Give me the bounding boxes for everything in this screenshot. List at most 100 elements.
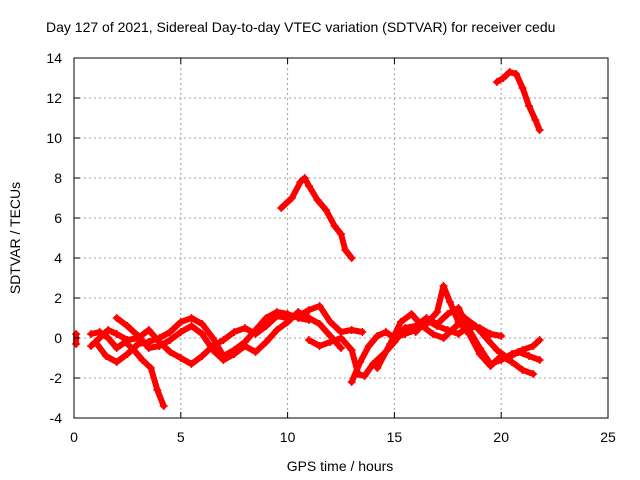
plus-marker (304, 182, 313, 190)
plus-marker (198, 330, 207, 338)
plus-marker (112, 314, 121, 322)
plus-marker (369, 360, 378, 368)
plus-marker (386, 340, 395, 348)
series-layer (72, 68, 544, 410)
plus-marker (475, 324, 484, 332)
plus-marker (439, 334, 448, 342)
plus-marker (240, 324, 249, 332)
series-trace-j (493, 69, 543, 133)
plus-marker (208, 334, 217, 342)
plus-marker (347, 346, 356, 354)
plus-marker (272, 312, 281, 320)
plus-marker (454, 304, 463, 312)
x-tick-label: 25 (600, 429, 616, 445)
plus-marker (112, 344, 121, 352)
plus-marker (176, 354, 185, 362)
plus-marker (166, 336, 175, 344)
plus-marker (123, 350, 132, 358)
plus-marker (166, 328, 175, 336)
plus-marker (272, 326, 281, 334)
plus-marker (296, 178, 305, 186)
plus-marker (482, 334, 491, 342)
plus-marker (144, 326, 153, 334)
y-tick-label: 4 (54, 250, 62, 266)
plus-marker (492, 346, 501, 354)
y-tick-labels: -4 -2 0 2 4 6 8 10 12 14 (46, 50, 62, 426)
plus-marker (514, 348, 523, 356)
plus-marker (304, 306, 313, 314)
plus-marker (153, 386, 162, 394)
plus-marker (505, 68, 514, 76)
plus-marker (337, 334, 345, 342)
plus-marker (300, 174, 309, 182)
plus-marker (347, 254, 356, 262)
plus-marker (123, 322, 132, 330)
plus-marker (87, 330, 96, 338)
plus-marker (373, 332, 382, 340)
plus-marker (87, 342, 96, 350)
series-trace-h (374, 311, 543, 371)
y-tick-label: 6 (54, 210, 62, 226)
plus-marker (95, 334, 104, 342)
plus-marker (465, 330, 474, 338)
plus-marker (347, 378, 356, 386)
y-tick-label: 12 (46, 90, 62, 106)
plus-marker (198, 320, 207, 328)
plus-marker (176, 318, 185, 326)
plus-marker (304, 336, 313, 344)
plus-marker (454, 330, 463, 338)
plus-marker (503, 354, 512, 362)
plus-marker (72, 330, 81, 338)
plus-marker (198, 352, 207, 360)
plus-marker (283, 314, 292, 322)
plus-marker (102, 352, 111, 360)
plus-marker (146, 364, 155, 372)
plus-marker (262, 314, 271, 322)
x-tick-label: 15 (387, 429, 403, 445)
plus-marker (396, 318, 405, 326)
chart-title: Day 127 of 2021, Sidereal Day-to-day VTE… (46, 19, 555, 35)
plus-marker (358, 328, 367, 336)
plus-marker (251, 330, 260, 338)
plus-marker (524, 102, 533, 110)
tick-marks (73, 57, 609, 419)
plus-marker (518, 84, 527, 92)
plus-marker (134, 334, 143, 342)
plus-marker (326, 338, 335, 346)
plus-marker (486, 362, 495, 370)
plus-marker (337, 230, 345, 238)
x-tick-label: 10 (280, 429, 296, 445)
y-axis-label: SDTVAR / TECUs (7, 182, 23, 294)
x-tick-labels: 0 5 10 15 20 25 (70, 429, 616, 445)
plus-marker (492, 78, 501, 86)
plus-marker (315, 302, 324, 310)
y-tick-label: -4 (50, 410, 63, 426)
y-tick-label: 14 (46, 50, 62, 66)
y-tick-label: 8 (54, 170, 62, 186)
x-tick-label: 5 (177, 429, 185, 445)
plus-marker (407, 310, 416, 318)
plus-marker (322, 206, 331, 214)
series-trace-e (278, 175, 355, 261)
plus-marker (159, 402, 168, 410)
plus-marker (330, 222, 339, 230)
plus-marker (262, 322, 271, 330)
plus-marker (475, 350, 484, 358)
grid (74, 58, 608, 418)
plus-marker (499, 74, 508, 82)
plus-marker (326, 318, 335, 326)
plus-marker (497, 332, 506, 340)
plus-marker (187, 360, 196, 368)
plus-marker (72, 340, 81, 348)
plus-marker (155, 338, 164, 346)
plus-marker (486, 330, 495, 338)
plus-marker (356, 358, 365, 366)
plus-marker (535, 126, 544, 134)
plus-marker (208, 342, 217, 350)
plus-marker (433, 322, 442, 330)
plus-marker (112, 330, 121, 338)
plus-marker (313, 196, 322, 204)
plus-marker (251, 348, 260, 356)
plus-marker (315, 342, 324, 350)
y-tick-label: 10 (46, 130, 62, 146)
